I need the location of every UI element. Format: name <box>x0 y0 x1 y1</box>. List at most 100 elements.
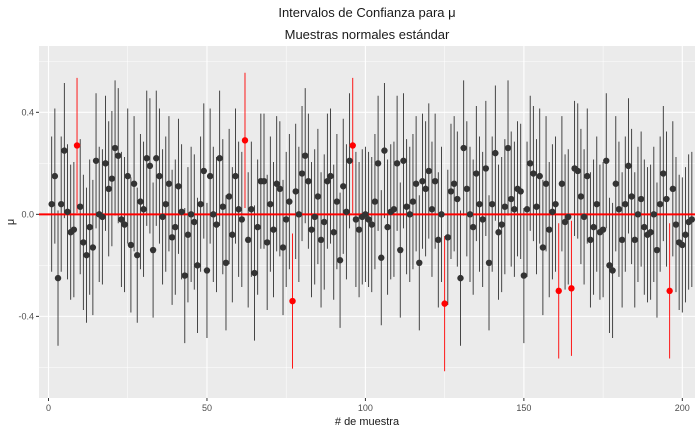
mean-point-88 <box>324 177 331 185</box>
mean-point-120 <box>425 167 432 175</box>
mean-point-190 <box>647 229 654 236</box>
mean-point-70 <box>267 200 274 208</box>
mean-point-160 <box>552 200 559 208</box>
mean-point-71 <box>270 226 277 233</box>
mean-point-173 <box>593 200 600 208</box>
mean-point-52 <box>210 211 217 218</box>
mean-point-142 <box>495 229 502 236</box>
mean-point-3 <box>54 274 62 282</box>
mean-point-63 <box>244 236 252 244</box>
mean-point-40 <box>172 223 179 231</box>
mean-point-154 <box>533 203 540 210</box>
mean-point-23 <box>118 216 125 223</box>
mean-point-182 <box>622 200 629 208</box>
mean-point-50 <box>203 267 211 274</box>
mean-point-165 <box>568 285 575 292</box>
mean-point-76 <box>286 198 293 205</box>
mean-point-39 <box>168 234 176 241</box>
mean-point-37 <box>162 200 169 208</box>
mean-point-5 <box>61 147 68 154</box>
mean-point-106 <box>381 147 388 154</box>
mean-point-8 <box>70 226 78 233</box>
mean-point-13 <box>86 223 93 231</box>
mean-point-41 <box>175 183 182 190</box>
mean-point-10 <box>76 203 84 210</box>
mean-point-111 <box>397 246 404 254</box>
mean-point-68 <box>260 177 268 185</box>
mean-point-156 <box>539 244 547 251</box>
mean-point-102 <box>368 221 375 228</box>
mean-point-15 <box>92 157 100 164</box>
mean-point-195 <box>663 195 670 203</box>
mean-point-57 <box>225 193 233 200</box>
mean-point-104 <box>374 160 382 167</box>
mean-point-163 <box>561 218 569 226</box>
mean-point-175 <box>599 226 607 233</box>
mean-point-92 <box>336 257 344 264</box>
mean-point-197 <box>669 185 677 193</box>
mean-point-140 <box>488 200 496 208</box>
y-tick-label: 0.0 <box>21 209 34 219</box>
x-tick-label: 200 <box>675 403 690 413</box>
mean-point-129 <box>454 195 461 203</box>
mean-point-90 <box>330 229 337 236</box>
mean-point-180 <box>615 206 623 213</box>
mean-point-94 <box>343 208 350 215</box>
mean-point-127 <box>447 188 455 195</box>
mean-point-21 <box>111 144 119 152</box>
mean-point-167 <box>574 167 581 175</box>
mean-point-135 <box>473 170 480 177</box>
mean-point-178 <box>609 267 616 274</box>
mean-point-44 <box>184 231 192 238</box>
y-tick-label: -0.4 <box>18 311 34 321</box>
mean-point-177 <box>606 262 613 269</box>
y-axis-ticks: -0.4 0.0 0.4 <box>18 107 39 321</box>
mean-point-186 <box>634 211 642 218</box>
mean-point-169 <box>580 213 588 221</box>
mean-point-122 <box>431 177 439 185</box>
mean-point-64 <box>248 206 255 213</box>
mean-point-147 <box>511 206 518 213</box>
mean-point-86 <box>317 236 325 244</box>
x-tick-label: 100 <box>358 403 373 413</box>
mean-point-168 <box>577 193 585 200</box>
mean-point-22 <box>115 152 122 159</box>
mean-point-1 <box>48 200 55 208</box>
mean-point-96 <box>349 142 356 149</box>
y-tick-label: 0.4 <box>21 107 34 117</box>
chart-subtitle: Muestras normales estándar <box>285 27 450 42</box>
mean-point-158 <box>546 226 553 233</box>
mean-point-9 <box>73 142 81 149</box>
mean-point-97 <box>352 216 360 223</box>
mean-point-46 <box>191 218 198 226</box>
mean-point-152 <box>527 160 534 167</box>
mean-point-54 <box>216 155 223 162</box>
mean-point-144 <box>501 203 509 210</box>
mean-point-183 <box>625 162 632 170</box>
mean-point-75 <box>282 216 290 223</box>
mean-point-100 <box>362 211 369 218</box>
mean-point-141 <box>492 149 499 157</box>
mean-point-56 <box>222 259 230 267</box>
y-axis-title: μ <box>5 219 17 225</box>
mean-points <box>48 137 696 307</box>
mean-point-65 <box>251 269 258 277</box>
mean-point-29 <box>137 198 144 205</box>
mean-point-20 <box>108 175 116 182</box>
mean-point-117 <box>416 259 423 267</box>
mean-point-116 <box>412 180 420 187</box>
mean-point-83 <box>308 226 315 233</box>
mean-point-32 <box>146 162 154 170</box>
mean-point-45 <box>187 211 195 218</box>
mean-point-132 <box>463 185 471 193</box>
mean-point-125 <box>441 300 448 307</box>
mean-point-18 <box>102 160 109 167</box>
mean-point-123 <box>435 236 442 244</box>
mean-point-146 <box>507 195 515 203</box>
mean-point-105 <box>378 254 385 261</box>
mean-point-6 <box>64 208 71 215</box>
mean-point-35 <box>156 172 163 180</box>
mean-point-98 <box>355 226 363 233</box>
chart-title: Intervalos de Confianza para μ <box>278 5 455 20</box>
